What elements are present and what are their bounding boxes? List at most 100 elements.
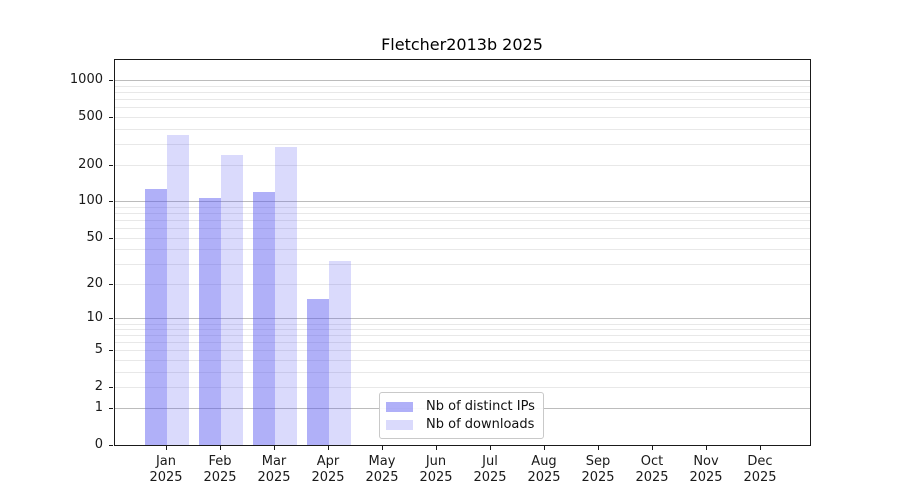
minor-gridline [115,228,810,230]
minor-gridline [115,329,810,331]
y-tick [109,408,113,410]
chart-title: Fletcher2013b 2025 [381,35,543,54]
x-tick-label: Sep 2025 [568,454,628,486]
legend-label-downloads: Nb of downloads [426,417,535,432]
y-tick [109,116,113,118]
x-tick-year: 2025 [257,470,291,485]
x-tick-month: Oct [640,454,664,469]
x-tick-year: 2025 [635,470,669,485]
x-tick-label: Apr 2025 [298,454,358,486]
x-tick-year: 2025 [473,470,507,485]
x-tick [382,446,383,450]
x-tick-label: Feb 2025 [190,454,250,486]
bar-distinct-ips [199,197,221,445]
y-tick-label: 2 [94,379,103,395]
x-tick-label: Dec 2025 [730,454,790,486]
minor-gridline [115,220,810,222]
y-tick [109,445,113,446]
x-tick-year: 2025 [743,470,777,485]
minor-gridline [115,360,810,362]
y-tick [109,318,113,320]
minor-gridline [115,213,810,215]
legend: Nb of distinct IPs Nb of downloads [379,392,544,439]
x-tick [328,446,329,450]
x-tick [544,446,545,450]
x-axis: Jan 2025 Feb 2025 Mar 2025 Apr 2025 May 2025 Jun 20… [114,446,811,498]
minor-gridline [115,335,810,337]
x-tick-month: Jul [482,454,498,469]
x-tick-year: 2025 [311,470,345,485]
bar-distinct-ips [253,191,275,445]
x-tick-label: Aug 2025 [514,454,574,486]
minor-gridline [115,284,810,286]
legend-swatch-downloads [386,419,413,430]
x-tick-month: Nov [693,454,719,469]
bar-downloads [221,154,243,445]
x-tick-year: 2025 [149,470,183,485]
minor-gridline [115,107,810,109]
x-tick-year: 2025 [581,470,615,485]
minor-gridline [115,263,810,265]
bar-downloads [329,260,351,445]
minor-gridline [115,165,810,167]
x-tick-year: 2025 [527,470,561,485]
minor-gridline [115,342,810,344]
minor-gridline [115,387,810,389]
plot-area [114,59,811,446]
x-tick [436,446,437,450]
x-tick-label: Mar 2025 [244,454,304,486]
y-tick [109,284,113,286]
minor-gridline [115,206,810,208]
y-tick [109,387,113,389]
legend-item-downloads: Nb of downloads [386,417,537,432]
y-tick-label: 5 [94,342,103,358]
x-tick-label: May 2025 [352,454,412,486]
x-tick-year: 2025 [689,470,723,485]
legend-swatch-distinct-ips [386,401,413,412]
x-tick [760,446,761,450]
y-tick-label: 100 [78,193,103,209]
major-gridline [115,201,810,203]
y-tick-label: 10 [86,310,103,326]
x-tick-month: Jun [425,454,447,469]
y-tick [109,201,113,203]
bar-downloads [167,134,189,445]
x-tick-month: May [368,454,396,469]
x-tick [490,446,491,450]
y-tick [109,350,113,352]
y-tick [109,165,113,167]
y-tick-label: 200 [78,157,103,173]
legend-label-distinct-ips: Nb of distinct IPs [426,399,535,414]
y-tick-label: 0 [94,437,103,452]
x-tick [598,446,599,450]
bar-distinct-ips [307,298,329,445]
x-tick-month: Jan [155,454,177,469]
y-tick-label: 50 [86,229,103,245]
x-tick-label: Oct 2025 [622,454,682,486]
x-tick [220,446,221,450]
x-tick-month: Aug [531,454,557,469]
bar-distinct-ips [145,188,167,445]
minor-gridline [115,143,810,145]
minor-gridline [115,128,810,130]
x-tick-label: Jan 2025 [136,454,196,486]
minor-gridline [115,237,810,239]
x-tick-label: Nov 2025 [676,454,736,486]
major-gridline [115,318,810,320]
x-tick [274,446,275,450]
y-tick [109,80,113,82]
y-tick [109,237,113,239]
minor-gridline [115,116,810,118]
minor-gridline [115,99,810,101]
x-tick-month: Sep [585,454,611,469]
minor-gridline [115,323,810,325]
minor-gridline [115,350,810,352]
x-tick-month: Dec [747,454,773,469]
x-tick [166,446,167,450]
legend-item-distinct-ips: Nb of distinct IPs [386,399,537,414]
x-tick-label: Jul 2025 [460,454,520,486]
x-tick [706,446,707,450]
y-tick-label: 20 [86,276,103,292]
x-tick-year: 2025 [203,470,237,485]
